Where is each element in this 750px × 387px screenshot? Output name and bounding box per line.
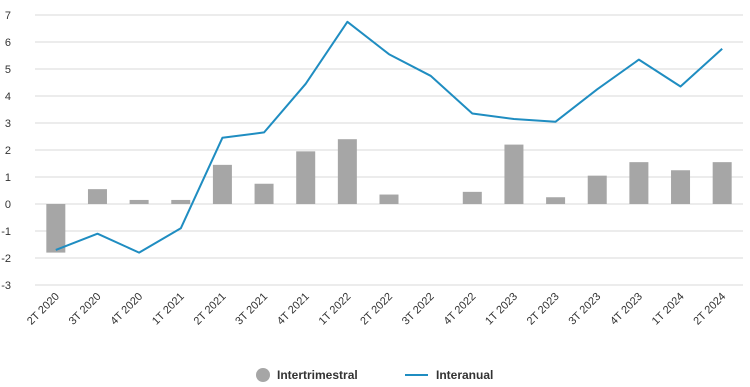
- y-tick-label: -2: [1, 253, 11, 265]
- x-tick-label: 1T 2021: [150, 291, 187, 328]
- x-tick-label: 3T 2023: [566, 291, 603, 328]
- bar: [587, 175, 607, 204]
- x-tick-label: 4T 2023: [608, 291, 645, 328]
- x-tick-label: 4T 2022: [442, 291, 479, 328]
- y-tick-label: -1: [1, 226, 11, 238]
- y-tick-label: 0: [5, 199, 11, 211]
- bar: [337, 139, 357, 204]
- x-tick-label: 3T 2022: [400, 291, 437, 328]
- x-tick-label: 4T 2020: [108, 291, 145, 328]
- x-tick-label: 1T 2024: [650, 291, 687, 328]
- bar: [504, 144, 524, 204]
- x-tick-label: 1T 2022: [317, 291, 354, 328]
- y-tick-label: 7: [5, 10, 11, 22]
- bar: [462, 191, 482, 204]
- bar: [129, 199, 149, 204]
- y-tick-label: 2: [5, 145, 11, 157]
- bar: [87, 189, 107, 204]
- x-tick-label: 2T 2022: [358, 291, 395, 328]
- series-line: [55, 20, 723, 254]
- bar: [46, 204, 66, 253]
- y-tick-label: 4: [5, 91, 11, 103]
- x-tick-label: 3T 2021: [233, 291, 270, 328]
- bar-series: [46, 139, 732, 253]
- x-tick-label: 4T 2021: [275, 291, 312, 328]
- x-tick-label: 2T 2021: [192, 291, 229, 328]
- x-tick-label: 1T 2023: [483, 291, 520, 328]
- y-tick-label: -3: [1, 280, 11, 292]
- y-axis-ticks: -3 -2 -1 0 1 2 3 4 5 6 7: [1, 10, 11, 292]
- gridlines: [35, 14, 743, 286]
- bar: [254, 183, 274, 204]
- bar: [712, 162, 732, 204]
- bar: [296, 151, 316, 204]
- legend-label-interanual: Interanual: [436, 368, 493, 382]
- x-tick-label: 2T 2024: [691, 291, 728, 328]
- y-tick-label: 1: [5, 172, 11, 184]
- bar: [379, 194, 399, 204]
- line-series: [55, 20, 723, 254]
- x-axis-ticks: 2T 2020 3T 2020 4T 2020 1T 2021 2T 2021 3T 20…: [25, 291, 728, 328]
- bar: [212, 164, 232, 204]
- x-tick-label: 3T 2020: [67, 291, 104, 328]
- x-tick-label: 2T 2023: [525, 291, 562, 328]
- y-tick-label: 5: [5, 64, 11, 76]
- legend: Intertrimestral Interanual: [256, 368, 493, 382]
- bar: [546, 197, 566, 204]
- legend-marker-intertrimestral: [256, 368, 270, 382]
- bar: [171, 199, 191, 204]
- x-tick-label: 2T 2020: [25, 291, 62, 328]
- bar: [629, 162, 649, 204]
- legend-label-intertrimestral: Intertrimestral: [277, 368, 358, 382]
- y-tick-label: 6: [5, 37, 11, 49]
- bar: [671, 170, 691, 204]
- y-tick-label: 3: [5, 118, 11, 130]
